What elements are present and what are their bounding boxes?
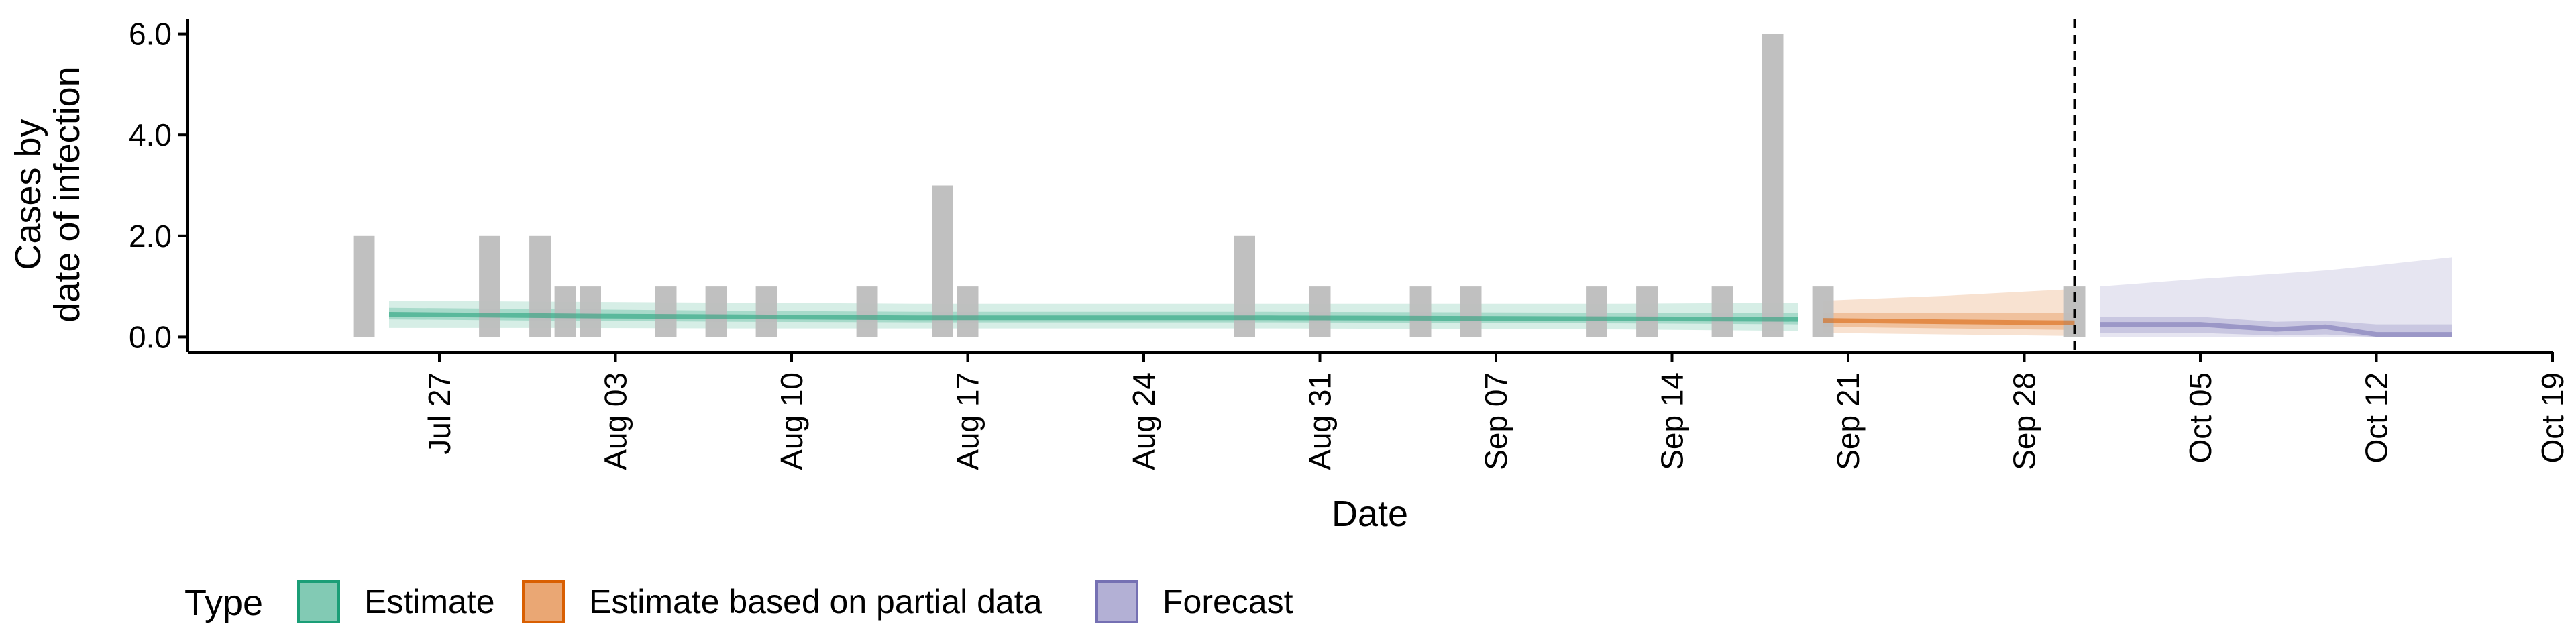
- legend-label: Forecast: [1163, 583, 1293, 621]
- case-bar: [957, 286, 979, 337]
- case-bar: [1812, 286, 1834, 337]
- case-bar: [1636, 286, 1658, 337]
- x-tick-label: Oct 19: [2535, 372, 2570, 464]
- x-tick-label: Oct 05: [2183, 372, 2218, 464]
- x-axis-ticks: Jul 27 Aug 03 Aug 10 Aug 17 Aug 24 Aug 31 Sep …: [422, 352, 2570, 470]
- case-bar: [1586, 286, 1607, 337]
- legend-label: Estimate: [364, 583, 495, 621]
- case-bar: [1460, 286, 1482, 337]
- x-tick-label: Sep 21: [1831, 372, 1866, 470]
- y-axis-title-line: date of infection: [47, 66, 87, 322]
- x-tick-label: Aug 17: [951, 372, 985, 470]
- legend-items: Estimate Estimate based on partial data Fo…: [297, 580, 1293, 623]
- x-axis-title: Date: [1332, 494, 1408, 534]
- legend-key: [297, 580, 340, 623]
- case-bar: [1711, 286, 1733, 337]
- case-bar: [580, 286, 601, 337]
- observed-case-bars: [353, 34, 2086, 337]
- forecast-median-line: [2100, 322, 2452, 337]
- y-tick-label: 6.0: [129, 17, 172, 52]
- x-tick-label: Aug 24: [1126, 372, 1161, 470]
- case-bar: [353, 235, 375, 337]
- y-tick-label: 0.0: [129, 319, 172, 354]
- x-tick-label: Oct 12: [2359, 372, 2394, 464]
- legend: Type Estimate Estimate based on partial d…: [184, 580, 1293, 623]
- case-bar: [529, 235, 551, 337]
- legend-label: Estimate based on partial data: [589, 583, 1042, 621]
- case-bar: [479, 235, 500, 337]
- forecast-band-90: [2100, 257, 2452, 337]
- case-bar: [1309, 286, 1331, 337]
- case-bar: [1234, 235, 1255, 337]
- estimate-based-on-partial-data-median-line: [1823, 318, 2075, 325]
- y-axis-title-line: Cases by: [8, 119, 48, 270]
- x-tick-label: Sep 28: [2007, 372, 2042, 470]
- case-bar: [755, 286, 777, 337]
- case-bar: [1409, 286, 1432, 337]
- axes: 0.0 2.0 4.0 6.0 Jul 27 Aug 03 Aug 10 Aug 17 Aug…: [129, 17, 2570, 470]
- case-bar: [705, 286, 727, 337]
- legend-key: [1095, 580, 1138, 623]
- x-tick-label: Jul 27: [422, 372, 457, 455]
- y-tick-label: 2.0: [129, 219, 172, 254]
- estimate-median-line: [388, 312, 1799, 322]
- case-bar: [554, 286, 576, 337]
- case-bar: [856, 286, 878, 337]
- case-bar: [932, 185, 953, 337]
- case-bar: [655, 286, 677, 337]
- x-tick-label: Sep 14: [1655, 372, 1690, 470]
- median-lines: [388, 312, 2452, 337]
- x-tick-label: Sep 07: [1479, 372, 1513, 470]
- x-tick-label: Aug 31: [1303, 372, 1338, 470]
- y-axis-ticks: 0.0 2.0 4.0 6.0: [129, 17, 188, 354]
- x-tick-label: Aug 10: [774, 372, 809, 470]
- legend-key: [522, 580, 565, 623]
- y-tick-label: 4.0: [129, 117, 172, 152]
- x-tick-label: Aug 03: [598, 372, 633, 470]
- case-bar: [1762, 34, 1784, 337]
- y-axis-title: Cases bydate of infection: [8, 66, 87, 322]
- legend-title: Type: [184, 583, 263, 623]
